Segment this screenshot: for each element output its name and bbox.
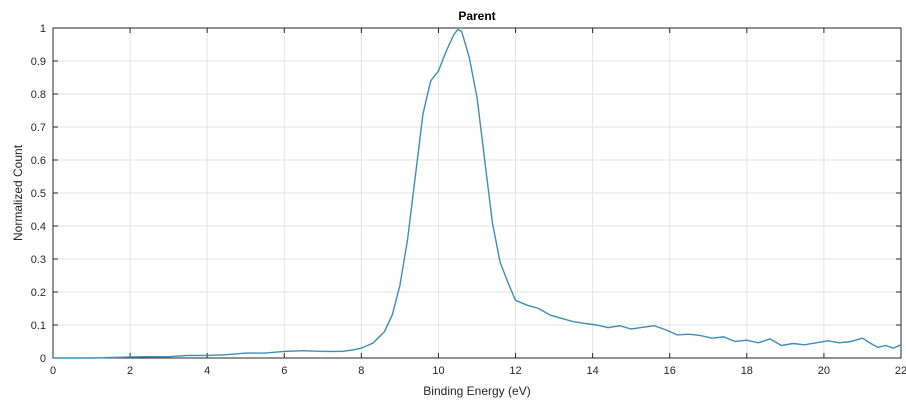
y-tick-label: 0.6 <box>31 155 46 167</box>
x-tick-label: 6 <box>281 365 287 377</box>
y-tick-label: 1 <box>40 23 46 35</box>
x-tick-label: 0 <box>50 365 56 377</box>
x-tick-label: 2 <box>127 365 133 377</box>
y-tick-labels: 0 0.1 0.2 0.3 0.4 0.5 0.6 0.7 0.8 0.9 1 <box>31 23 46 365</box>
y-tick-label: 0 <box>40 353 46 365</box>
chart-title: Parent <box>458 9 495 23</box>
grid <box>52 27 902 359</box>
x-tick-label: 12 <box>509 365 521 377</box>
x-tick-label: 20 <box>818 365 830 377</box>
y-tick-label: 0.4 <box>31 221 46 233</box>
x-axis-label: Binding Energy (eV) <box>423 384 530 398</box>
y-tick-label: 0.7 <box>31 122 46 134</box>
y-axis-label: Normalized Count <box>11 144 25 241</box>
x-tick-label: 10 <box>432 365 444 377</box>
y-tick-label: 0.8 <box>31 89 46 101</box>
series-line <box>53 28 902 359</box>
y-tick-label: 0.1 <box>31 320 46 332</box>
x-tick-labels: 0 2 4 6 8 10 12 14 16 18 20 22 <box>50 365 906 377</box>
x-tick-label: 4 <box>204 365 210 377</box>
x-tick-label: 14 <box>587 365 599 377</box>
x-tick-label: 18 <box>741 365 753 377</box>
y-tick-label: 0.3 <box>31 254 46 266</box>
y-tick-label: 0.5 <box>31 188 46 200</box>
x-tick-label: 22 <box>895 365 906 377</box>
x-tick-label: 16 <box>664 365 676 377</box>
y-tick-label: 0.9 <box>31 56 46 68</box>
x-tick-label: 8 <box>358 365 364 377</box>
y-tick-label: 0.2 <box>31 287 46 299</box>
